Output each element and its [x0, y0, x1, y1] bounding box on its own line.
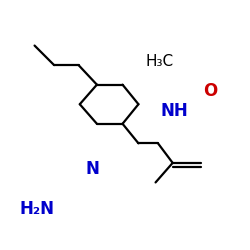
Text: H₃C: H₃C: [146, 54, 174, 69]
Text: O: O: [203, 82, 217, 100]
Text: N: N: [85, 160, 99, 178]
Text: H₂N: H₂N: [20, 200, 55, 218]
Text: NH: NH: [160, 102, 188, 120]
